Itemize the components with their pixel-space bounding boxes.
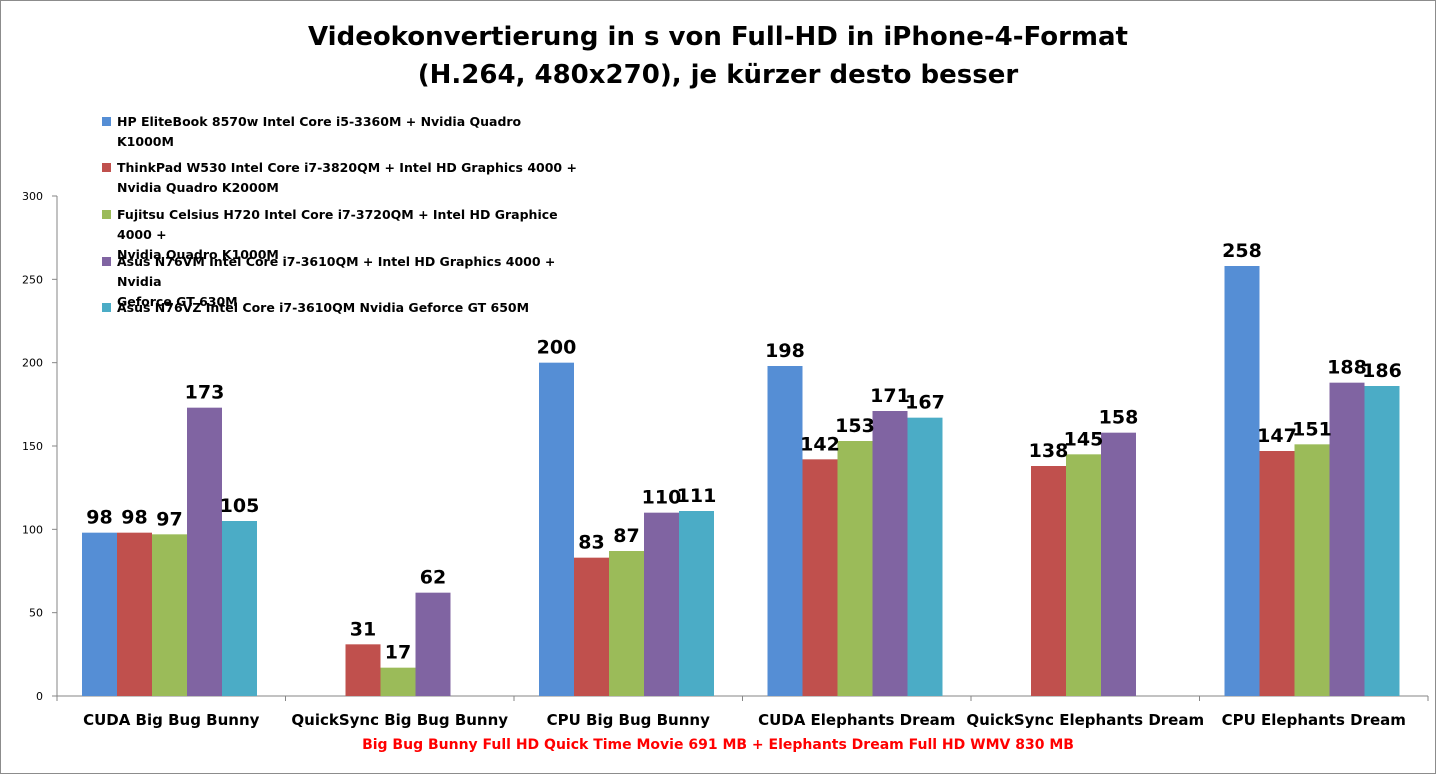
- data-label: 145: [1064, 428, 1104, 450]
- data-label: 105: [220, 495, 260, 517]
- data-label: 171: [870, 385, 910, 407]
- y-tick-label: 250: [22, 273, 43, 286]
- bar: [609, 551, 644, 696]
- bar: [1329, 382, 1365, 696]
- legend-label: HP EliteBook 8570w Intel Core i5-3360M +…: [117, 114, 522, 149]
- bar: [872, 411, 908, 696]
- y-tick-label: 150: [22, 440, 43, 453]
- data-label: 87: [613, 525, 639, 547]
- chart-title-line-2: (H.264, 480x270), je kürzer desto besser: [417, 60, 1019, 90]
- bar: [907, 417, 943, 696]
- data-label: 17: [385, 642, 411, 664]
- bar: [82, 532, 117, 696]
- bar: [1259, 451, 1295, 696]
- bars: [82, 266, 1400, 696]
- bar: [152, 534, 187, 696]
- bar: [1294, 444, 1330, 696]
- legend-label: Asus N76VM Intel Core i7-3610QM + Intel …: [117, 254, 556, 289]
- legend-item-fujitsu-celsius: Fujitsu Celsius H720 Intel Core i7-3720Q…: [102, 205, 582, 265]
- data-label: 97: [156, 508, 182, 530]
- x-tick-label: CUDA Elephants Dream: [758, 711, 955, 729]
- legend-item-thinkpad-w530: ThinkPad W530 Intel Core i7-3820QM + Int…: [102, 158, 582, 198]
- y-tick-label: 0: [36, 690, 43, 703]
- data-label: 31: [350, 618, 376, 640]
- data-label: 153: [835, 415, 875, 437]
- data-label: 142: [800, 433, 840, 455]
- data-label: 167: [905, 392, 945, 414]
- bar: [1066, 454, 1101, 696]
- y-tick-label: 100: [22, 523, 43, 536]
- data-label: 186: [1362, 360, 1402, 382]
- x-tick-label: CUDA Big Bug Bunny: [83, 711, 260, 729]
- data-label: 111: [677, 485, 717, 507]
- legend-label: Fujitsu Celsius H720 Intel Core i7-3720Q…: [117, 207, 558, 242]
- bar: [415, 592, 451, 696]
- legend-swatch: [102, 257, 111, 266]
- legend-swatch: [102, 210, 111, 219]
- bar: [1101, 432, 1136, 696]
- bar: [644, 512, 679, 696]
- bar: [222, 521, 257, 696]
- bar: [574, 557, 609, 696]
- legend-swatch: [102, 303, 111, 312]
- legend-label-cont: Nvidia Quadro K1000M: [117, 247, 279, 262]
- y-tick-label: 200: [22, 357, 43, 370]
- chart-title: Videokonvertierung in s von Full-HD in i…: [0, 18, 1436, 94]
- legend-label-cont: Geforce GT 630M: [117, 294, 238, 309]
- data-label: 188: [1327, 357, 1367, 379]
- data-label: 198: [765, 340, 805, 362]
- bar: [802, 459, 838, 696]
- legend-item-asus-n76vz: Asus N76VZ Intel Core i7-3610QM Nvidia G…: [102, 298, 582, 318]
- bar: [1031, 466, 1066, 696]
- legend-swatch: [102, 163, 111, 172]
- data-label: 200: [537, 337, 577, 359]
- x-tick-label: QuickSync Big Bug Bunny: [291, 711, 508, 729]
- x-tick-label: CPU Big Bug Bunny: [547, 711, 710, 729]
- bar: [1364, 386, 1400, 696]
- y-tick-label: 50: [29, 607, 43, 620]
- data-label: 98: [86, 507, 112, 529]
- bar: [187, 407, 222, 696]
- data-label: 138: [1029, 440, 1069, 462]
- bar: [1224, 266, 1260, 696]
- bar: [837, 441, 873, 696]
- data-label: 62: [420, 567, 446, 589]
- legend-label: Asus N76VZ Intel Core i7-3610QM Nvidia G…: [117, 300, 530, 315]
- bar: [679, 511, 714, 696]
- legend-swatch: [102, 117, 111, 126]
- data-label: 98: [121, 507, 147, 529]
- data-label: 173: [185, 382, 225, 404]
- bar: [380, 667, 416, 696]
- data-label: 110: [642, 487, 682, 509]
- legend-item-asus-n76vm: Asus N76VM Intel Core i7-3610QM + Intel …: [102, 252, 582, 312]
- data-label: 83: [578, 532, 604, 554]
- legend-label-cont: Nvidia Quadro K2000M: [117, 180, 279, 195]
- data-label: 151: [1292, 418, 1332, 440]
- bar: [539, 362, 574, 696]
- x-tick-label: CPU Elephants Dream: [1222, 711, 1406, 729]
- chart-title-line-1: Videokonvertierung in s von Full-HD in i…: [308, 22, 1128, 52]
- x-tick-label: QuickSync Elephants Dream: [966, 711, 1204, 729]
- footnote: Big Bug Bunny Full HD Quick Time Movie 6…: [362, 737, 1074, 753]
- data-label: 158: [1099, 407, 1139, 429]
- bar: [345, 644, 381, 696]
- legend-item-hp-elitebook: HP EliteBook 8570w Intel Core i5-3360M +…: [102, 112, 582, 152]
- y-tick-label: 300: [22, 190, 43, 203]
- axes: 0 50 100 150 200 250 300 CUDA Big Bug Bunny Quic…: [22, 190, 1429, 729]
- data-label: 258: [1222, 240, 1262, 262]
- bar: [767, 366, 803, 696]
- legend-label: ThinkPad W530 Intel Core i7-3820QM + Int…: [117, 160, 577, 175]
- bar: [117, 532, 152, 696]
- data-label: 147: [1257, 425, 1297, 447]
